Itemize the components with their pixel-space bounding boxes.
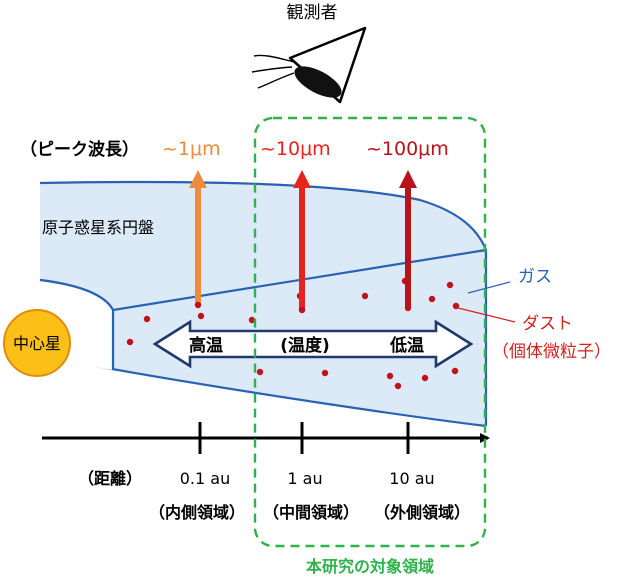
temperature-arrow [152, 319, 474, 369]
arrow-1um [189, 170, 207, 309]
disk-body [40, 181, 486, 426]
dust-particle [421, 374, 429, 382]
temperature-label: (温度) [280, 335, 330, 356]
dust-particle [143, 315, 151, 323]
tick-label-1au: 1 au [287, 469, 322, 488]
target-region-box [253, 116, 487, 548]
dust-leader-line [457, 307, 516, 323]
dust-particle [256, 368, 264, 376]
distance-label: （距離） [78, 469, 142, 488]
tick-label-0.1au: 0.1 au [180, 469, 230, 488]
dust-particle [451, 367, 459, 375]
tick-label-10au: 10 au [389, 469, 434, 488]
dust-particle [394, 382, 402, 390]
disk-upper-edge [39, 180, 488, 426]
dust-particle [386, 372, 394, 380]
dust-particle [248, 316, 256, 324]
region-middle-label: （中間領域） [263, 503, 359, 522]
arrow-10um [293, 170, 311, 314]
dust-particle [321, 369, 329, 377]
star-label: 中心星 [13, 334, 61, 353]
dust-particle [428, 295, 436, 303]
wavelength-100um: ~100μm [366, 138, 449, 160]
dust-label: ダスト [522, 314, 573, 334]
dust-particle [126, 338, 134, 346]
wavelength-1um: ~1μm [162, 138, 221, 160]
dust-particle [452, 302, 460, 310]
disk-label: 原子惑星系円盤 [42, 218, 154, 237]
region-outer-label: （外側領域） [374, 503, 470, 522]
target-region-label: 本研究の対象領域 [306, 557, 434, 576]
dust-particle [446, 281, 454, 289]
region-inner-label: （内側領域） [149, 503, 245, 522]
arrow-100um [399, 170, 417, 312]
dust-particle [197, 312, 205, 320]
eye-icon [251, 26, 367, 104]
central-star [3, 309, 71, 377]
wavelength-10um: ~10μm [260, 138, 331, 160]
gas-label: ガス [518, 267, 552, 287]
dust-particles [126, 277, 460, 390]
low-temp-label: 低温 [389, 335, 424, 356]
dust-sub-label: （個体微粒子） [492, 342, 611, 362]
high-temp-label: 高温 [189, 335, 223, 356]
observer-label: 観測者 [287, 3, 338, 23]
dust-particle [361, 292, 369, 300]
gas-leader-line [467, 281, 511, 294]
peak-wavelength-label: （ピーク波長） [20, 139, 139, 160]
